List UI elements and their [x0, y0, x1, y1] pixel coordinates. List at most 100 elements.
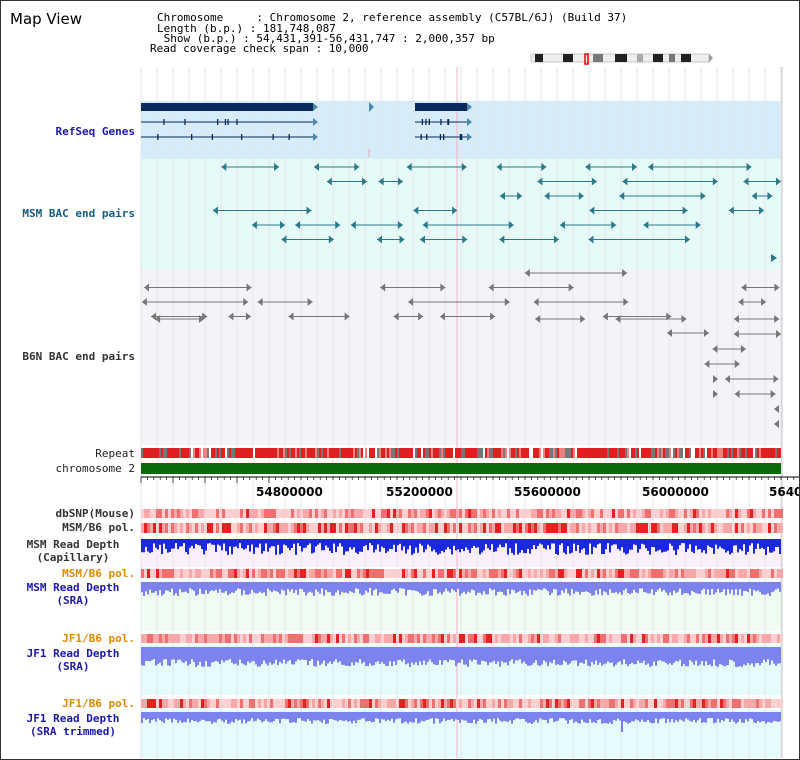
track-label-jf1-b6-pol-trimmed[interactable]: JF1/B6 pol.: [62, 697, 135, 710]
polymorphism-cell: [357, 523, 360, 533]
track-label-dbsnp[interactable]: dbSNP(Mouse): [55, 507, 135, 520]
polymorphism-cell: [498, 569, 501, 578]
polymorphism-cell: [165, 569, 168, 578]
track-label-msm-b6-pol[interactable]: MSM/B6 pol.: [62, 521, 135, 534]
repeat-segment: [251, 448, 253, 458]
polymorphism-cell: [375, 509, 378, 518]
read-depth-bar: [705, 582, 707, 595]
read-depth-bar: [443, 712, 445, 719]
repeat-segment: [655, 448, 657, 458]
read-depth-bar: [691, 712, 693, 722]
polymorphism-cell: [198, 509, 201, 518]
read-depth-bar: [655, 582, 657, 592]
polymorphism-cell: [702, 523, 705, 533]
polymorphism-cell: [708, 509, 711, 518]
track-label-jf1-depth-trimmed[interactable]: JF1 Read Depth (SRA trimmed): [11, 712, 135, 738]
bac-end-marker: [553, 235, 559, 244]
bac-end-marker: [326, 177, 332, 186]
read-depth-bar: [339, 582, 341, 595]
chromosome-ideogram[interactable]: [529, 52, 715, 66]
track-label-jf1-depth-sra[interactable]: JF1 Read Depth (SRA): [11, 647, 135, 673]
polymorphism-cell: [558, 523, 561, 533]
polymorphism-cell: [600, 634, 603, 643]
read-depth-bar: [189, 712, 191, 723]
axis-tick-label: 54800000: [256, 485, 323, 499]
track-label-msm-depth-sra[interactable]: MSM Read Depth (SRA): [11, 581, 135, 607]
read-depth-bar: [651, 647, 653, 666]
polymorphism-cell: [174, 699, 177, 708]
read-depth-bar: [385, 539, 387, 553]
polymorphism-cell: [222, 523, 225, 533]
read-depth-bar: [263, 647, 265, 661]
track-label-jf1-b6-pol[interactable]: JF1/B6 pol.: [62, 632, 135, 645]
polymorphism-cell: [471, 699, 474, 708]
polymorphism-cell: [579, 523, 582, 533]
read-depth-bar: [329, 712, 331, 719]
track-label-b6n-bac[interactable]: B6N BAC end pairs: [22, 350, 135, 363]
read-depth-bar: [705, 647, 707, 662]
repeat-segment: [427, 448, 429, 458]
read-depth-bar: [253, 539, 255, 554]
repeat-segment: [749, 448, 751, 458]
read-depth-bar: [159, 582, 161, 591]
read-depth-bar: [413, 582, 415, 591]
polymorphism-cell: [345, 509, 348, 518]
polymorphism-cell: [384, 523, 387, 533]
polymorphism-cell: [702, 634, 705, 643]
polymorphism-cell: [150, 634, 153, 643]
read-depth-bar: [619, 712, 621, 721]
polymorphism-cell: [639, 523, 642, 533]
polymorphism-cell: [459, 509, 462, 518]
polymorphism-cell: [486, 699, 489, 708]
polymorphism-cell: [633, 699, 636, 708]
read-depth-bar: [755, 647, 757, 664]
polymorphism-cell: [516, 569, 519, 578]
bac-end-marker: [759, 206, 765, 215]
repeat-segment: [603, 448, 605, 458]
repeat-segment: [247, 448, 249, 458]
read-depth-bar: [549, 582, 551, 596]
read-depth-bar: [737, 712, 739, 723]
polymorphism-cell: [426, 509, 429, 518]
track-label-msm-b6-pol-sra[interactable]: MSM/B6 pol.: [62, 567, 135, 580]
read-depth-bar: [219, 647, 221, 665]
polymorphism-cell: [378, 634, 381, 643]
read-depth-bar: [693, 647, 695, 665]
polymorphism-cell: [417, 569, 420, 578]
polymorphism-cell: [489, 569, 492, 578]
read-depth-bar: [559, 582, 561, 596]
track-label-refseq-genes[interactable]: RefSeq Genes: [55, 125, 135, 138]
repeat-segment: [221, 448, 223, 458]
polymorphism-cell: [666, 523, 669, 533]
polymorphism-cell: [717, 569, 720, 578]
polymorphism-cell: [459, 634, 462, 643]
read-depth-bar: [707, 582, 709, 590]
read-depth-bar: [641, 712, 643, 720]
polymorphism-cell: [204, 523, 207, 533]
read-depth-bar: [491, 582, 493, 591]
read-depth-bar: [273, 712, 275, 721]
read-depth-bar: [631, 647, 633, 663]
read-depth-bar: [335, 647, 337, 660]
polymorphism-cell: [459, 523, 462, 533]
repeat-segment: [267, 448, 269, 458]
read-depth-bar: [287, 647, 289, 662]
polymorphism-cell: [504, 699, 507, 708]
polymorphism-cell: [426, 523, 429, 533]
track-label-msm-bac[interactable]: MSM BAC end pairs: [22, 207, 135, 220]
polymorphism-cell: [729, 699, 732, 708]
polymorphism-cell: [561, 523, 564, 533]
read-depth-bar: [207, 647, 209, 667]
polymorphism-cell: [225, 523, 228, 533]
polymorphism-cell: [663, 699, 666, 708]
read-depth-bar: [583, 539, 585, 549]
repeat-segment: [505, 448, 507, 458]
polymorphism-cell: [630, 699, 633, 708]
polymorphism-cell: [501, 569, 504, 578]
repeat-segment: [651, 448, 653, 458]
track-label-msm-depth-capillary[interactable]: MSM Read Depth (Capillary): [11, 538, 135, 564]
read-depth-bar: [577, 647, 579, 666]
polymorphism-cell: [699, 699, 702, 708]
polymorphism-cell: [276, 523, 279, 533]
read-depth-bar: [681, 712, 683, 721]
